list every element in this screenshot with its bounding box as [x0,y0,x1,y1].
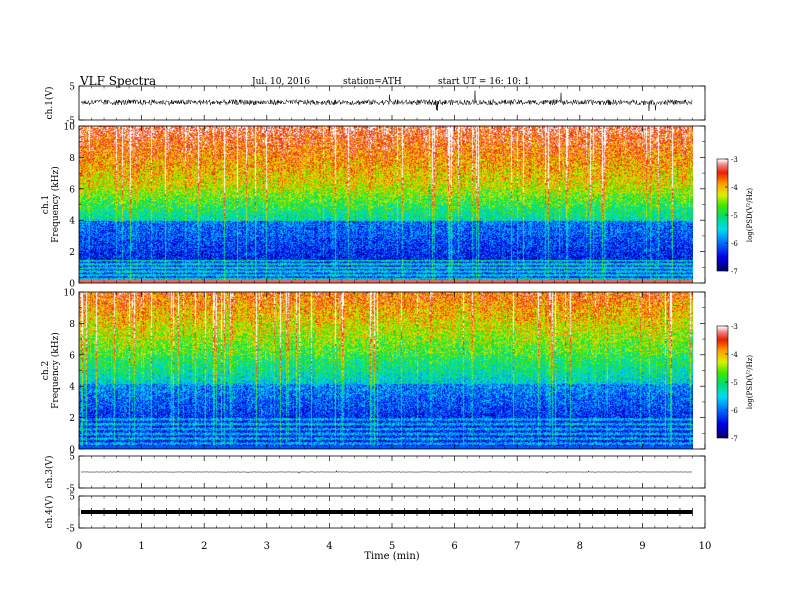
ch2-spectrogram-ylabel: ch.2 [41,361,51,380]
chart-title: VLF Spectra [79,74,156,88]
chart-date: Jul. 10, 2016 [251,77,310,87]
ch3-waveform-ylabel: ch.3(V) [44,456,55,489]
ch3-waveform-trace [80,469,693,474]
ch1-waveform-ytick-label: -5 [66,117,75,127]
ch1-spectrogram-colorbar-tick-label: -5 [731,212,738,220]
ch2-spectrogram-ytick-label: 10 [64,289,76,299]
ch1-spectrogram-colorbar-tick-label: -7 [731,268,738,276]
x-tick-label: 1 [138,541,144,552]
x-tick-label: 8 [577,541,583,552]
ch2-spectrogram-ytick-label: 0 [69,446,75,456]
ch2-spectrogram-ytick-label: 8 [69,320,75,330]
chart-station: station=ATH [343,77,402,87]
ch1-waveform-ylabel: ch.1(V) [44,87,55,120]
ch4-waveform-ytick-label: 5 [69,493,75,503]
ch1-waveform-trace [80,90,693,111]
ch1-colorbar [717,159,728,271]
ch1-waveform-ytick-label: 5 [69,83,75,93]
ch1-spectrogram-colorbar-label: log(PSD(V²/Hz) [746,188,754,243]
ch2-spectrogram-colorbar-tick-label: -3 [731,323,738,331]
ch2-spectrogram-colorbar-tick-label: -4 [731,351,738,359]
ch4-waveform-ytick-label: -5 [66,525,75,535]
ch3-waveform-ytick-label: 5 [69,453,75,463]
x-tick-label: 5 [389,541,395,552]
ch1-spectrogram-ytick-label: 2 [69,248,75,258]
x-tick-label: 2 [201,541,207,552]
ch2-spectrogram-colorbar-tick-label: -7 [731,435,738,443]
x-tick-label: 6 [451,541,457,552]
ch2-spectrogram-ytick-label: 6 [69,351,75,361]
ch1-spectrogram-ytick-label: 8 [69,154,75,164]
ch2-colorbar [717,326,728,438]
ch1-spectrogram-colorbar-tick-label: -4 [731,184,738,192]
ch2-spectrogram-raster [79,292,693,449]
ch3-waveform-ytick-label: -5 [66,485,75,495]
x-axis-label: Time (min) [364,551,419,562]
ch1-spectrogram-ytick-label: 4 [69,217,75,227]
chart-start-time: start UT = 16: 10: 1 [438,77,530,87]
x-tick-label: 0 [76,541,82,552]
ch1-spectrogram-ytick-label: 10 [64,123,76,133]
ch1-spectrogram-raster [79,126,693,283]
ch1-spectrogram-ytick-label: 6 [69,185,75,195]
ch4-waveform-ylabel: ch.4(V) [44,496,55,529]
x-tick-label: 9 [639,541,645,552]
ch1-spectrogram-colorbar-tick-label: -3 [731,156,738,164]
ch2-spectrogram-colorbar-tick-label: -5 [731,379,738,387]
x-tick-label: 4 [326,541,332,552]
x-tick-label: 10 [699,541,712,552]
ch2-spectrogram-ytick-label: 2 [69,414,75,424]
ch1-spectrogram-ylabel: ch.1 [41,195,51,214]
x-tick-label: 3 [264,541,270,552]
ch2-spectrogram-ytick-label: 4 [69,383,75,393]
ch1-spectrogram-ytick-label: 0 [69,280,75,290]
ch1-spectrogram-ylabel: Frequency (kHz) [50,166,61,243]
ch2-spectrogram-colorbar-label: log(PSD(V²/Hz) [746,355,754,410]
x-tick-label: 7 [514,541,520,552]
ch1-spectrogram-colorbar-tick-label: -6 [731,240,738,248]
ch2-spectrogram-colorbar-tick-label: -6 [731,407,738,415]
ch2-spectrogram-ylabel: Frequency (kHz) [50,332,61,409]
